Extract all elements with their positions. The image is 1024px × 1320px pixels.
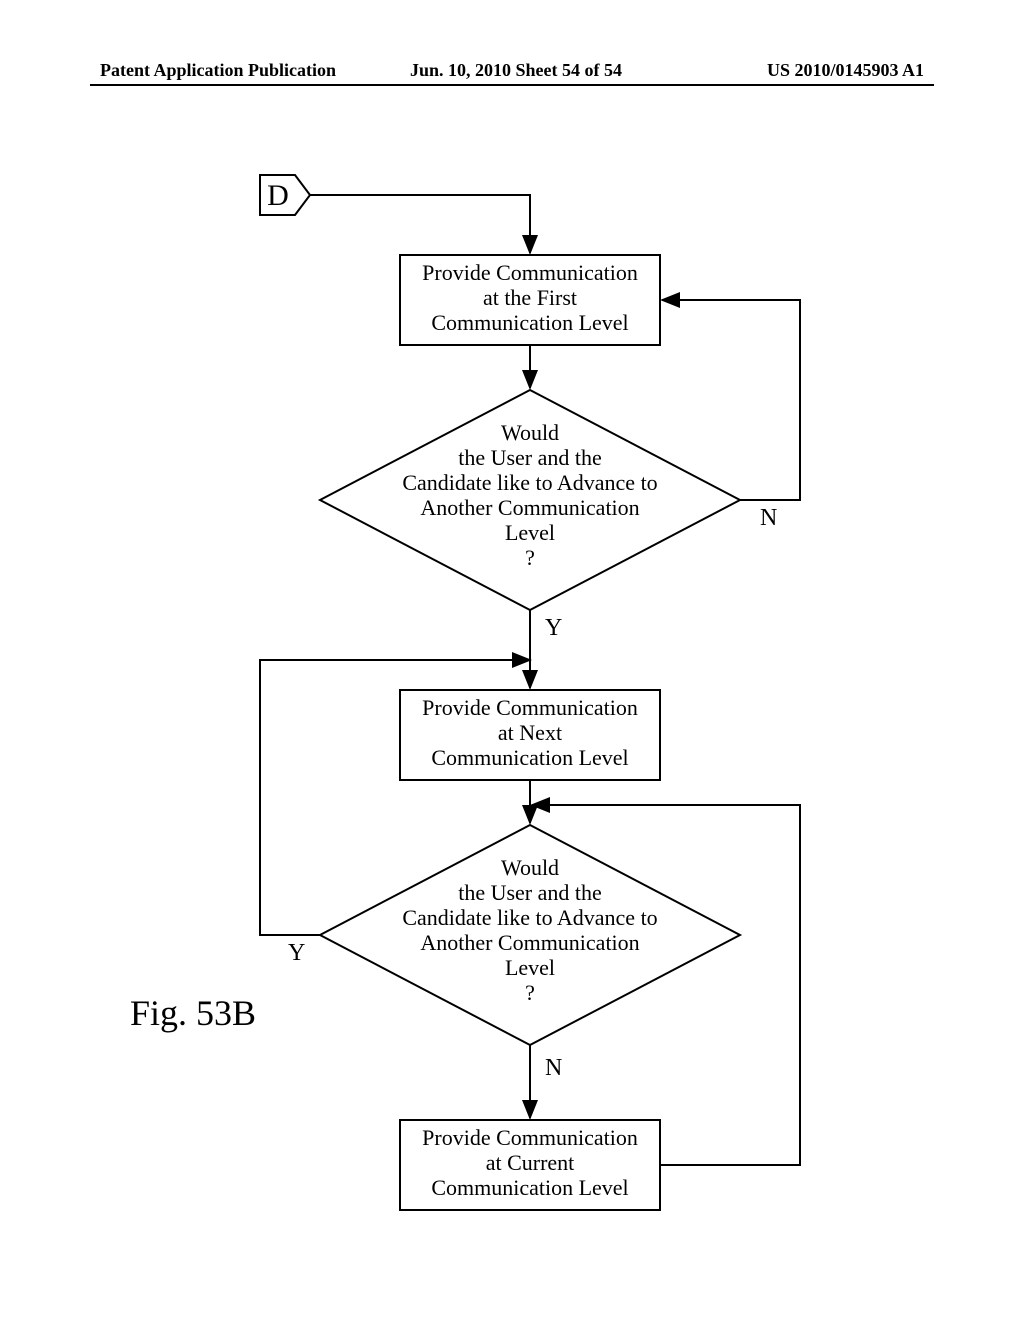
decision-advance-2: Would the User and the Candidate like to… [320,825,740,1045]
d1-line6: ? [525,545,535,570]
box3-line3: Communication Level [431,1175,628,1200]
box2-line3: Communication Level [431,745,628,770]
box2-line2: at Next [498,720,562,745]
decision-advance-1: Would the User and the Candidate like to… [320,390,740,610]
d1-yes-label: Y [545,615,562,641]
d2-line5: Level [505,955,555,980]
d1-line3: Candidate like to Advance to [402,470,657,495]
process-box-next-level: Provide Communication at Next Communicat… [400,690,660,780]
figure-label: Fig. 53B [130,993,256,1033]
d1-line4: Another Communication [420,495,639,520]
d2-line6: ? [525,980,535,1005]
header-left: Patent Application Publication [100,60,336,81]
process-box-first-level: Provide Communication at the First Commu… [400,255,660,345]
box1-line1: Provide Communication [422,260,638,285]
header-right: US 2010/0145903 A1 [767,60,924,81]
box1-line3: Communication Level [431,310,628,335]
flowchart: D Provide Communication at the First Com… [0,120,1024,1300]
box3-line1: Provide Communication [422,1125,638,1150]
d1-line1: Would [501,420,559,445]
d1-no-label: N [760,505,777,531]
d2-line2: the User and the [458,880,602,905]
d2-no-label: N [545,1055,562,1081]
d1-line5: Level [505,520,555,545]
d2-yes-label: Y [288,940,305,966]
d2-line1: Would [501,855,559,880]
d1-line2: the User and the [458,445,602,470]
process-box-current-level: Provide Communication at Current Communi… [400,1120,660,1210]
box3-line2: at Current [486,1150,575,1175]
connector-d: D [260,175,310,215]
edge-d-to-box1 [310,195,530,253]
header-divider [90,84,934,86]
d2-line4: Another Communication [420,930,639,955]
header-center: Jun. 10, 2010 Sheet 54 of 54 [410,60,622,81]
d2-line3: Candidate like to Advance to [402,905,657,930]
connector-d-label: D [267,179,289,212]
box2-line1: Provide Communication [422,695,638,720]
box1-line2: at the First [483,285,577,310]
edge-box3-loop [532,805,800,1165]
